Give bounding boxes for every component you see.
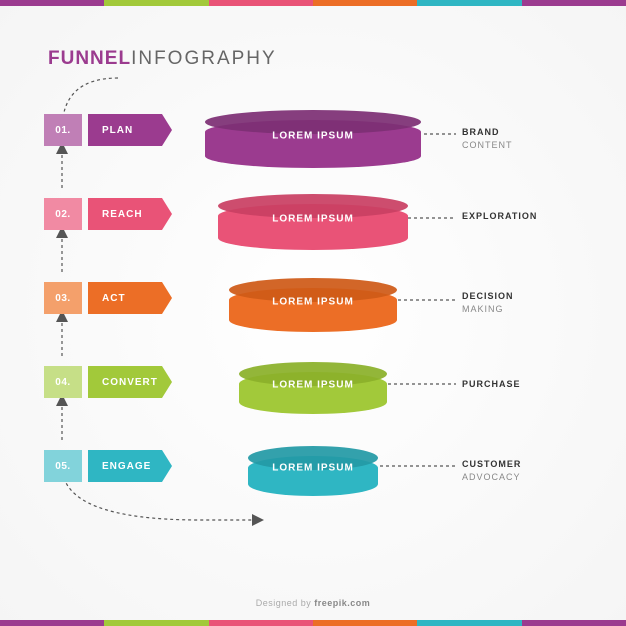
- page-title: FUNNELINFOGRAPHY: [48, 48, 277, 70]
- stage-tag: CONVERT: [88, 366, 162, 398]
- funnel-slice: LOREM IPSUM: [239, 362, 387, 404]
- credit-brand: freepik.com: [314, 598, 370, 608]
- stage-row-4: 04.CONVERT LOREM IPSUM: [0, 362, 626, 442]
- funnel-slice: LOREM IPSUM: [229, 278, 397, 322]
- stage-tag: REACH: [88, 198, 162, 230]
- stage-number: 01.: [44, 114, 82, 146]
- funnel-slice-label: LOREM IPSUM: [248, 463, 378, 474]
- stripe-segment: [313, 620, 417, 626]
- stage-tag: PLAN: [88, 114, 162, 146]
- stripe-segment: [522, 620, 626, 626]
- annotation-line2: CONTENT: [462, 139, 602, 152]
- stage-tag: ACT: [88, 282, 162, 314]
- credit-prefix: Designed by: [256, 598, 315, 608]
- annotation-line1: BRAND: [462, 126, 602, 139]
- funnel-slice: LOREM IPSUM: [205, 110, 421, 158]
- stripe-segment: [0, 620, 104, 626]
- bottom-stripe-row: [0, 620, 626, 626]
- stripe-segment: [417, 0, 521, 6]
- stage-annotation: EXPLORATION: [462, 210, 602, 223]
- stage-number: 02.: [44, 198, 82, 230]
- stage-annotation: DECISIONMAKING: [462, 290, 602, 315]
- stage-tag: ENGAGE: [88, 450, 162, 482]
- funnel-slice-label: LOREM IPSUM: [218, 214, 408, 225]
- stage-annotation: BRANDCONTENT: [462, 126, 602, 151]
- funnel-slice: LOREM IPSUM: [248, 446, 378, 486]
- annotation-line1: CUSTOMER: [462, 458, 602, 471]
- stripe-segment: [0, 0, 104, 6]
- stripe-segment: [313, 0, 417, 6]
- title-light: INFOGRAPHY: [131, 48, 277, 69]
- annotation-line1: EXPLORATION: [462, 210, 602, 223]
- funnel-slice-label: LOREM IPSUM: [229, 297, 397, 308]
- stage-number: 03.: [44, 282, 82, 314]
- stripe-segment: [417, 620, 521, 626]
- title-bold: FUNNEL: [48, 48, 131, 69]
- funnel-slice: LOREM IPSUM: [218, 194, 408, 240]
- annotation-line1: PURCHASE: [462, 378, 602, 391]
- annotation-line2: ADVOCACY: [462, 471, 602, 484]
- annotation-line1: DECISION: [462, 290, 602, 303]
- stage-number: 04.: [44, 366, 82, 398]
- stage-number: 05.: [44, 450, 82, 482]
- stripe-segment: [104, 620, 208, 626]
- top-stripe-row: [0, 0, 626, 6]
- stripe-segment: [209, 0, 313, 6]
- funnel-slice-label: LOREM IPSUM: [239, 380, 387, 391]
- credit-line: Designed by freepik.com: [0, 598, 626, 608]
- funnel-slice-label: LOREM IPSUM: [205, 131, 421, 142]
- stripe-segment: [522, 0, 626, 6]
- stripe-segment: [104, 0, 208, 6]
- stage-row-2: 02.REACH LOREM IPSUM: [0, 194, 626, 274]
- stage-annotation: PURCHASE: [462, 378, 602, 391]
- stage-annotation: CUSTOMERADVOCACY: [462, 458, 602, 483]
- annotation-line2: MAKING: [462, 303, 602, 316]
- stripe-segment: [209, 620, 313, 626]
